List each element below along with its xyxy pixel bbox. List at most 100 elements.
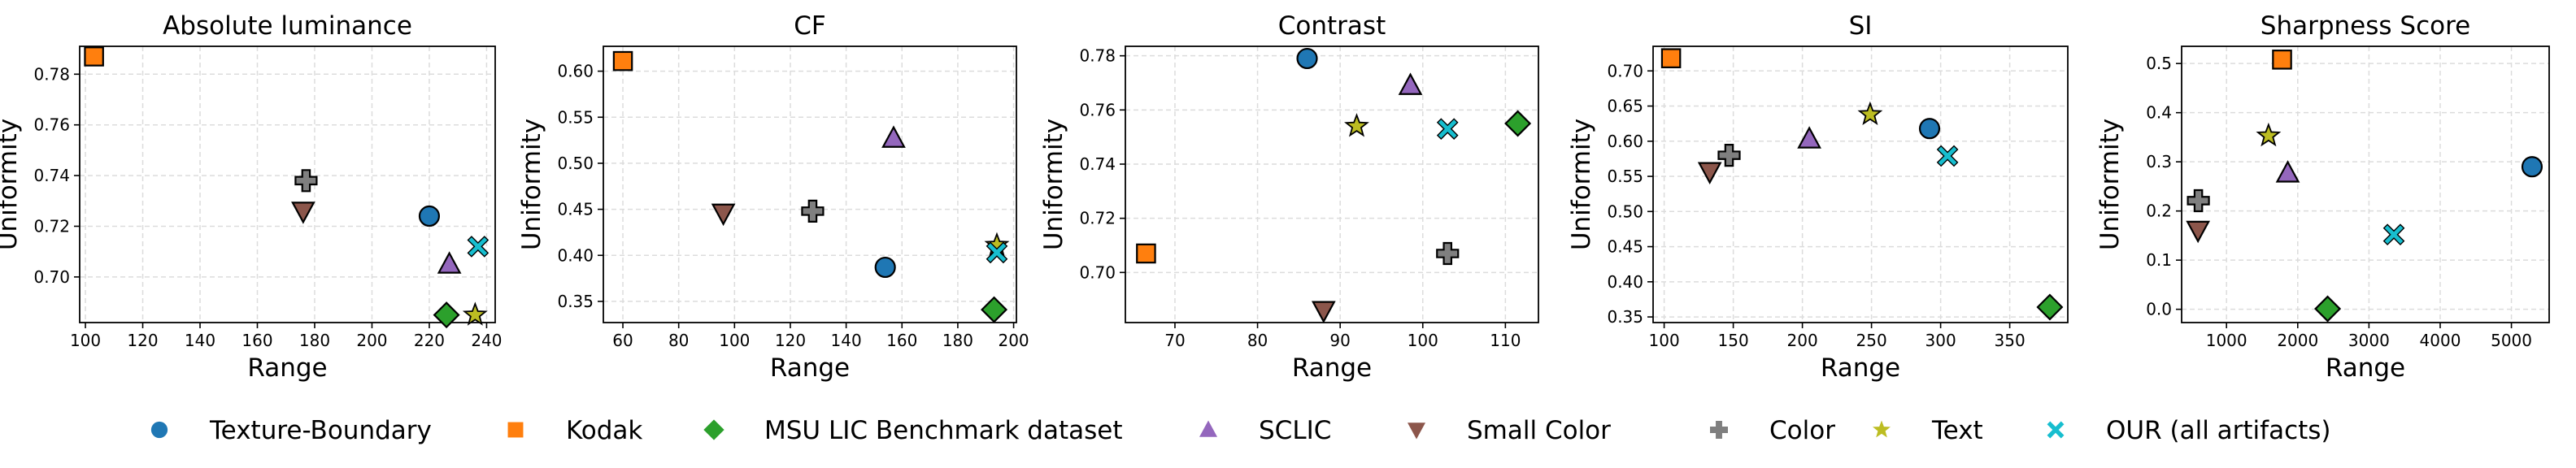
x-tick-label: 1000 — [2206, 331, 2247, 350]
legend-label: Texture-Boundary — [209, 416, 432, 445]
y-tick-label: 0.0 — [2146, 300, 2172, 319]
x-tick-label: 70 — [1164, 331, 1185, 350]
legend-marker-color — [1710, 421, 1728, 439]
y-tick-label: 0.60 — [557, 62, 594, 81]
point-sclic — [437, 251, 462, 274]
chart-title: Contrast — [1278, 11, 1386, 41]
point-msu-lic-benchmark-dataset — [981, 296, 1008, 323]
legend-marker-kodak — [507, 422, 524, 438]
y-axis-label: Uniformity — [0, 119, 23, 250]
x-tick-label: 80 — [1247, 331, 1268, 350]
point-small-color — [1311, 301, 1336, 323]
x-tick-label: 240 — [471, 331, 502, 350]
x-tick-label: 200 — [1787, 331, 1818, 350]
point-msu-lic-benchmark-dataset — [1504, 110, 1532, 137]
x-tick-label: 150 — [1718, 331, 1749, 350]
point-texture-boundary — [1296, 47, 1318, 70]
point-color — [1436, 241, 1460, 266]
point-small-color — [1697, 162, 1722, 184]
y-tick-label: 0.78 — [1079, 46, 1116, 66]
legend-item: SCLIC — [1199, 416, 1331, 445]
x-tick-label: 100 — [1408, 331, 1438, 350]
legend: Texture-Boundary Kodak MSU LIC Benchmark d… — [150, 416, 2331, 445]
y-tick-label: 0.35 — [1607, 307, 1643, 327]
chart-panel: 1000 2000 3000 4000 5000 0.0 0.1 0.2 0.3 0.4 0.5 Sh… — [2095, 11, 2550, 383]
x-tick-label: 200 — [998, 331, 1029, 350]
x-tick-label: 2000 — [2277, 331, 2318, 350]
axes-frame — [1125, 46, 1539, 323]
legend-item: Small Color — [1408, 416, 1611, 445]
point-kodak — [1136, 243, 1156, 264]
x-tick-label: 100 — [70, 331, 101, 350]
y-tick-label: 0.70 — [33, 267, 70, 287]
chart-panel: 70 80 90 100 110 0.70 0.72 0.74 0.76 0.78 Contrast… — [1039, 11, 1539, 383]
x-tick-label: 160 — [242, 331, 272, 350]
legend-label: MSU LIC Benchmark dataset — [764, 416, 1123, 445]
x-axis-label: Range — [247, 353, 327, 383]
x-tick-label: 200 — [356, 331, 387, 350]
x-tick-label: 160 — [886, 331, 917, 350]
point-texture-boundary — [874, 256, 896, 279]
point-color — [2187, 188, 2210, 213]
chart-panels: 100 120 140 160 180 200 220 240 0.70 0.72 0.74 0.76… — [0, 11, 2550, 383]
y-tick-label: 0.3 — [2146, 152, 2172, 171]
y-tick-label: 0.72 — [1079, 209, 1116, 228]
y-axis-label: Uniformity — [1039, 119, 1068, 250]
x-tick-label: 180 — [299, 331, 330, 350]
point-text — [2256, 122, 2282, 147]
y-tick-label: 0.65 — [1607, 97, 1643, 116]
y-tick-label: 0.55 — [1607, 167, 1643, 186]
x-tick-label: 300 — [1925, 331, 1956, 350]
point-texture-boundary — [418, 205, 441, 228]
y-tick-label: 0.35 — [557, 292, 594, 311]
chart-title: SI — [1849, 11, 1873, 41]
x-axis-label: Range — [2326, 353, 2405, 383]
axes-frame — [79, 46, 496, 323]
legend-label: Color — [1769, 416, 1835, 445]
x-tick-label: 350 — [1995, 331, 2026, 350]
point-text — [1857, 101, 1883, 126]
legend-item: OUR (all artifacts) — [2047, 416, 2331, 445]
point-text — [1344, 113, 1369, 137]
y-tick-label: 0.72 — [33, 216, 70, 236]
point-our-all-artifacts — [467, 236, 490, 258]
legend-label: SCLIC — [1259, 416, 1331, 445]
y-tick-label: 0.5 — [2146, 54, 2172, 73]
y-axis-label: Uniformity — [2095, 119, 2125, 250]
y-tick-label: 0.74 — [33, 166, 70, 185]
legend-item: Color — [1710, 416, 1835, 445]
x-tick-label: 100 — [1649, 331, 1680, 350]
x-tick-label: 100 — [719, 331, 750, 350]
y-tick-label: 0.1 — [2146, 250, 2172, 270]
y-tick-label: 0.50 — [557, 154, 594, 173]
y-tick-label: 0.76 — [1079, 100, 1116, 119]
x-tick-label: 5000 — [2491, 331, 2532, 350]
legend-item: MSU LIC Benchmark dataset — [703, 416, 1123, 445]
point-msu-lic-benchmark-dataset — [2036, 293, 2064, 321]
y-tick-label: 0.40 — [1607, 272, 1643, 292]
y-tick-label: 0.40 — [557, 245, 594, 265]
y-tick-label: 0.74 — [1079, 154, 1116, 174]
point-small-color — [2186, 220, 2210, 244]
legend-marker-msu-lic-benchmark-dataset — [703, 419, 724, 440]
chart-title: CF — [794, 11, 825, 41]
x-tick-label: 250 — [1856, 331, 1887, 350]
chart-panel: 100 150 200 250 300 350 0.35 0.40 0.45 0.50 0.55 0.… — [1567, 11, 2069, 383]
point-kodak — [84, 46, 104, 67]
axes-frame — [603, 46, 1017, 323]
x-tick-label: 120 — [775, 331, 806, 350]
x-tick-label: 140 — [185, 331, 215, 350]
point-kodak — [612, 50, 633, 72]
x-tick-label: 4000 — [2420, 331, 2461, 350]
y-axis-label: Uniformity — [517, 119, 546, 250]
point-our-all-artifacts — [1436, 118, 1459, 141]
point-our-all-artifacts — [986, 241, 1008, 264]
point-texture-boundary — [2521, 156, 2543, 178]
x-tick-label: 180 — [942, 331, 973, 350]
point-our-all-artifacts — [2382, 223, 2405, 246]
point-color — [801, 199, 825, 223]
y-tick-label: 0.76 — [33, 115, 70, 135]
x-tick-label: 120 — [127, 331, 158, 350]
y-tick-label: 0.45 — [557, 200, 594, 219]
